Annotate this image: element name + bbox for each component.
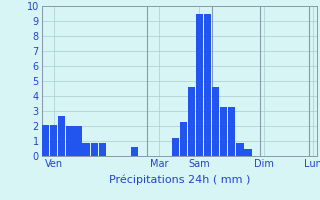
Bar xyxy=(131,147,138,156)
Bar xyxy=(99,142,106,156)
Bar xyxy=(212,87,219,156)
Bar xyxy=(50,124,57,156)
Bar xyxy=(220,106,228,156)
Bar xyxy=(58,116,66,156)
Bar xyxy=(66,126,74,156)
Bar xyxy=(42,124,49,156)
Bar xyxy=(204,14,211,156)
X-axis label: Précipitations 24h ( mm ): Précipitations 24h ( mm ) xyxy=(108,174,250,185)
Bar xyxy=(228,106,236,156)
Bar xyxy=(244,148,252,156)
Bar xyxy=(172,138,179,156)
Bar xyxy=(83,142,90,156)
Bar xyxy=(91,142,98,156)
Bar xyxy=(188,87,195,156)
Bar xyxy=(180,121,187,156)
Bar xyxy=(236,142,244,156)
Bar xyxy=(74,126,82,156)
Bar xyxy=(196,14,203,156)
